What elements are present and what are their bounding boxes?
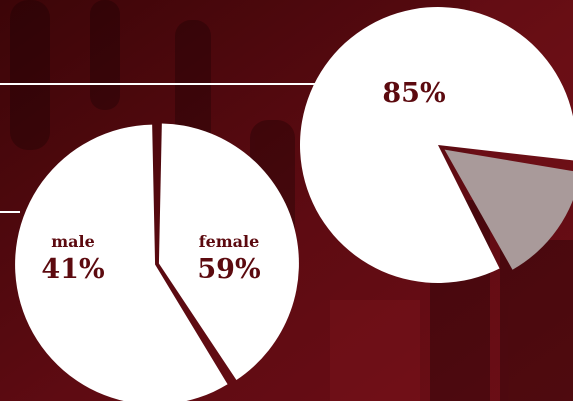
share-percent-label: 85% bbox=[382, 78, 445, 109]
female-slice bbox=[15, 124, 228, 401]
female-percent-label: 59% bbox=[197, 254, 260, 285]
share-remainder-slice bbox=[444, 149, 573, 270]
male-category-label: male bbox=[51, 232, 95, 251]
share-main-slice bbox=[300, 7, 573, 283]
share-pie-chart bbox=[300, 7, 573, 283]
female-category-label: female bbox=[199, 232, 260, 251]
male-slice bbox=[158, 123, 299, 381]
gender-pie-chart bbox=[15, 123, 299, 401]
male-percent-label: 41% bbox=[41, 254, 104, 285]
